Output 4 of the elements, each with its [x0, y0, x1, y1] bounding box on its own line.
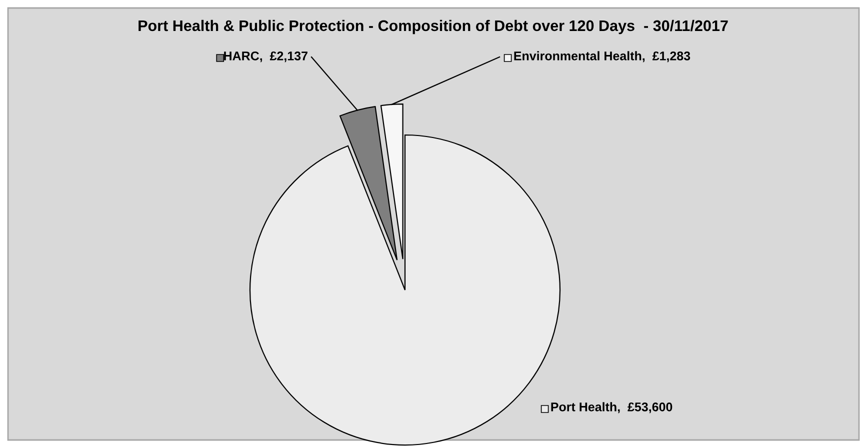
legend-label: Environmental Health, £1,283: [514, 51, 690, 62]
chart-title: Port Health & Public Protection - Composition of Debt over 120 Days - 30/11/2017: [138, 20, 728, 34]
legend-label: HARC, £2,137: [224, 52, 308, 62]
legend-label: Port Health, £53,600: [551, 402, 672, 414]
